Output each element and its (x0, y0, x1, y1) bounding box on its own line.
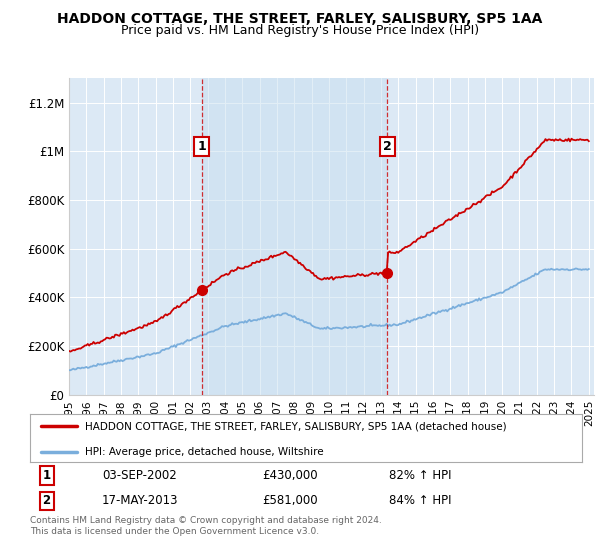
Text: 1: 1 (43, 469, 50, 482)
Text: 2: 2 (383, 140, 392, 153)
Text: HADDON COTTAGE, THE STREET, FARLEY, SALISBURY, SP5 1AA: HADDON COTTAGE, THE STREET, FARLEY, SALI… (58, 12, 542, 26)
Bar (202, 78, 387, 395)
Text: 82% ↑ HPI: 82% ↑ HPI (389, 469, 451, 482)
Text: HADDON COTTAGE, THE STREET, FARLEY, SALISBURY, SP5 1AA (detached house): HADDON COTTAGE, THE STREET, FARLEY, SALI… (85, 421, 507, 431)
Text: HPI: Average price, detached house, Wiltshire: HPI: Average price, detached house, Wilt… (85, 446, 324, 456)
Text: Contains HM Land Registry data © Crown copyright and database right 2024.
This d: Contains HM Land Registry data © Crown c… (30, 516, 382, 536)
Text: £581,000: £581,000 (262, 494, 317, 507)
Text: 17-MAY-2013: 17-MAY-2013 (102, 494, 178, 507)
Text: 03-SEP-2002: 03-SEP-2002 (102, 469, 176, 482)
Text: 2: 2 (43, 494, 50, 507)
Text: 84% ↑ HPI: 84% ↑ HPI (389, 494, 451, 507)
Text: 1: 1 (197, 140, 206, 153)
Text: Price paid vs. HM Land Registry's House Price Index (HPI): Price paid vs. HM Land Registry's House … (121, 24, 479, 36)
Text: £430,000: £430,000 (262, 469, 317, 482)
